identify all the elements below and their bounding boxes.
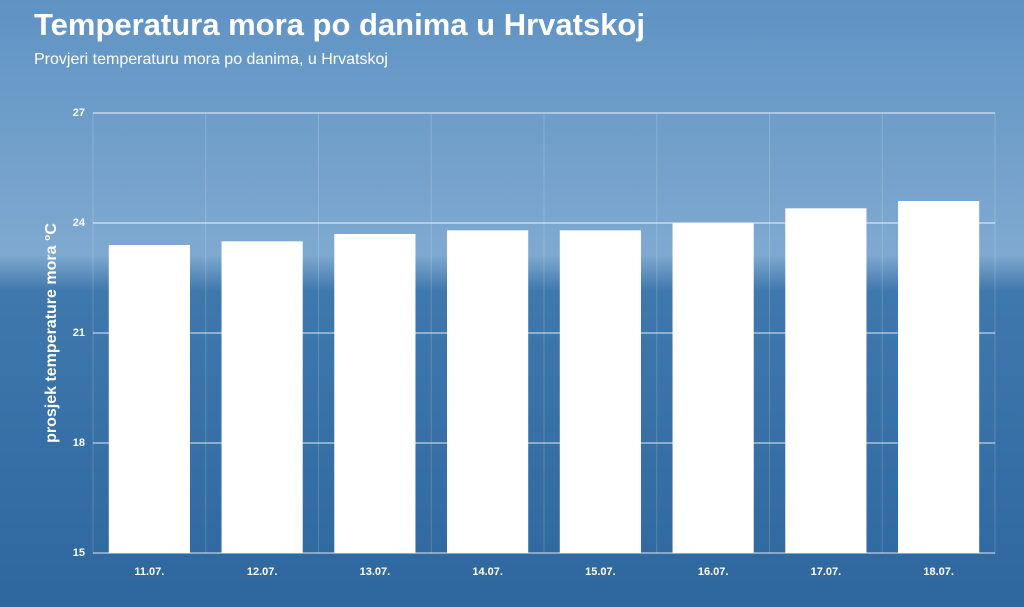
bar — [898, 201, 980, 553]
x-tick-label: 18.07. — [923, 566, 954, 578]
y-tick-label: 24 — [73, 217, 86, 229]
x-tick-label: 17.07. — [811, 566, 842, 578]
bar — [221, 241, 303, 554]
y-tick-label: 18 — [73, 437, 85, 449]
y-tick-label: 27 — [73, 107, 85, 119]
x-tick-label: 11.07. — [134, 566, 164, 578]
x-tick-label: 13.07. — [360, 566, 391, 578]
bar — [672, 223, 754, 553]
bar — [334, 234, 416, 553]
chart-title: Temperatura mora po danima u Hrvatskoj — [34, 7, 645, 42]
y-axis-label: prosjek temperature mora °C — [43, 223, 60, 443]
bar — [108, 245, 190, 553]
chart-subtitle: Provjeri temperaturu mora po danima, u H… — [34, 51, 388, 68]
bar — [559, 230, 641, 554]
x-tick-label: 15.07. — [585, 566, 616, 578]
x-tick-label: 16.07. — [698, 566, 729, 578]
bar — [447, 230, 529, 554]
y-tick-label: 21 — [73, 327, 85, 339]
x-tick-label: 12.07. — [247, 566, 278, 578]
bar — [785, 208, 867, 554]
y-tick-label: 15 — [73, 547, 85, 559]
x-tick-label: 14.07. — [472, 566, 503, 578]
